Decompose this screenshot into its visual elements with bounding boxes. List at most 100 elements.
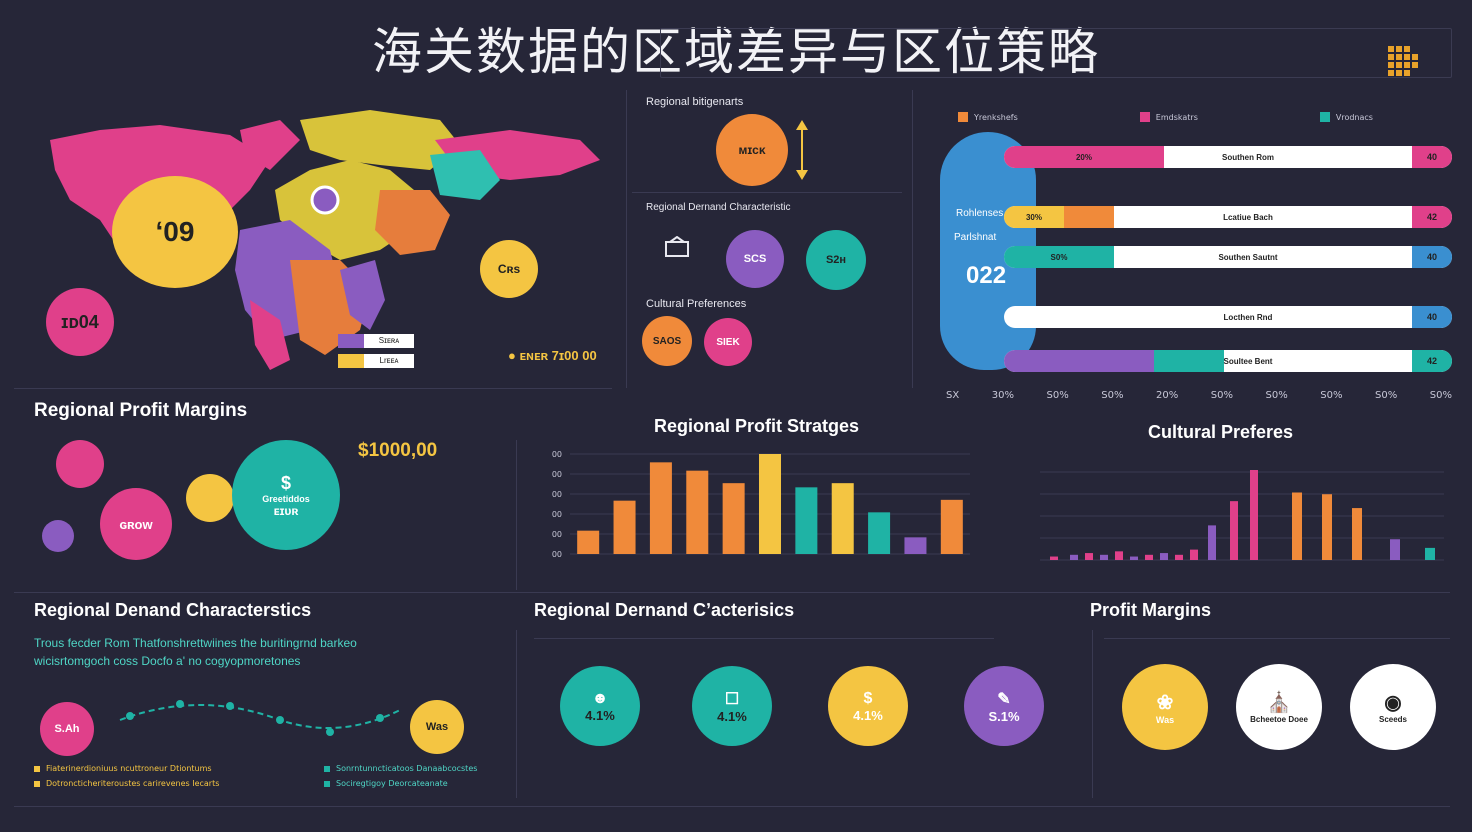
grid-logo-icon	[1388, 44, 1422, 83]
lock-icon: ☐	[724, 690, 740, 708]
bar-segment: S0%	[1004, 246, 1114, 268]
map-amount: ● ᴇɴᴇʀ 7ɪ00 00	[508, 348, 597, 363]
profit-right-title: Profit Margins	[1090, 600, 1212, 620]
axis-tick: S0%	[1265, 390, 1288, 401]
profit-right-circle-2: ⛪ Bcheetoe Doee	[1236, 664, 1322, 750]
bar-axis: SX 30% S0% S0% 20% S0% S0% S0% S0% S0%	[946, 390, 1452, 401]
chart-bar	[1160, 553, 1168, 560]
basket-icon	[664, 235, 690, 263]
regional-title-2: Regional Dernand Characteristic	[646, 202, 791, 213]
axis-tick: 30%	[991, 390, 1014, 401]
side-label-2: Parlshnat	[954, 232, 997, 243]
chart-bar	[686, 470, 709, 554]
map-legend: Sɪᴇʀᴀ Lrᴇᴇᴀ	[338, 334, 414, 368]
profit-teal-circle: $ Greetiddos ᴇɪᴜʀ	[232, 440, 340, 550]
axis-tick: S0%	[1429, 390, 1452, 401]
divider	[14, 806, 1450, 807]
chart-bar	[1352, 508, 1362, 560]
demand-mid-circle-1: ☻ 4.1%	[560, 666, 640, 746]
bar-row: 20% Southen Rom 40	[1004, 146, 1452, 168]
bullet-item: Fiaterinerdioniuus ncuttroneur Dtiontums	[46, 764, 212, 773]
bar-legend: Yrenkshefs Emdskatrs Vrodnacs	[958, 112, 1373, 122]
divider	[14, 388, 612, 389]
bar-end-value: 40	[1412, 306, 1452, 328]
user-icon: ☻	[591, 689, 609, 707]
chart-bar	[1190, 549, 1198, 560]
profit-purple-small	[42, 520, 74, 552]
circle-value: 4.1%	[585, 707, 615, 723]
bar-end-value: 42	[1412, 350, 1452, 372]
chart-bar	[1250, 470, 1258, 560]
pink-circle-value: S.Ah	[54, 723, 80, 735]
purple-circle: SCS	[726, 230, 784, 288]
legend-item: Vrodnacs	[1335, 112, 1373, 122]
axis-tick: SX	[946, 390, 960, 401]
orange-small-circle: SAOS	[642, 316, 692, 366]
chart-bar	[613, 500, 636, 554]
purple-circle-value: SCS	[743, 253, 767, 265]
chart-bar	[831, 483, 854, 554]
chart-bar	[904, 537, 927, 554]
profit-right-circle-3: ◉ Sceeds	[1350, 664, 1436, 750]
right-value-circle: Cʀs	[480, 240, 538, 298]
yellow-circle-value: Was	[425, 721, 449, 733]
bar-label: Southen Sautnt	[1218, 252, 1278, 262]
legend-item: Emdskatrs	[1155, 112, 1198, 122]
profit-amount: $1000,00	[358, 440, 438, 461]
chart-bar	[1175, 554, 1183, 560]
divider	[516, 440, 517, 590]
chart-bar	[1390, 539, 1400, 560]
axis-tick: 20%	[1156, 390, 1179, 401]
y-tick: 00	[552, 470, 562, 479]
divider	[14, 592, 1450, 593]
divider	[534, 638, 994, 639]
profit-yellow-small	[186, 474, 234, 522]
big-value: ʻ09	[155, 216, 195, 247]
y-tick: 00	[552, 510, 562, 519]
bag-icon: ◉	[1384, 692, 1402, 714]
demand-desc-1: Trous fecder Rom Thatfonshrettwiines the…	[34, 636, 357, 650]
teal-circle-value: S2ʜ	[825, 254, 847, 266]
chart-bar	[1050, 556, 1058, 560]
y-tick: 00	[552, 490, 562, 499]
axis-tick: S0%	[1320, 390, 1343, 401]
chart-bar	[649, 462, 672, 554]
y-tick: 00	[552, 550, 562, 559]
bar-label: Locthen Rnd	[1223, 312, 1273, 322]
bar-segment: 20%	[1004, 146, 1164, 168]
divider	[1104, 638, 1450, 639]
teal-circle: S2ʜ	[806, 230, 866, 290]
circle-value: 4.1%	[717, 708, 747, 724]
demand-bullets: Fiaterinerdioniuus ncuttroneur Dtiontums…	[34, 764, 494, 788]
bar-segment	[1004, 350, 1154, 372]
dollar-icon: $	[863, 689, 873, 707]
bar-end-value: 40	[1412, 246, 1452, 268]
profit-right-circle-1: ❀ Was	[1122, 664, 1208, 750]
bullet-item: Dotroncticheriteroustes carirevenes Ieca…	[46, 779, 220, 788]
bullet-item: Sonrntunncticatoos Danaabcocstes	[336, 764, 478, 773]
circle-label: Bcheetoe Doee	[1250, 715, 1308, 724]
bar-row: Soultee Bent 42	[1004, 350, 1452, 372]
chart-bar	[1115, 551, 1123, 560]
chart-bar	[1230, 501, 1238, 560]
demand-desc-2: wicisrtomgoch coss Docfo a' no cogyopmor…	[34, 654, 301, 668]
chart-bar	[1322, 494, 1332, 560]
demand-mid-circle-4: ✎ S.1%	[964, 666, 1044, 746]
axis-tick: S0%	[1210, 390, 1233, 401]
left-value-circle: ɪᴅ04	[46, 288, 114, 356]
chart-bar	[940, 499, 963, 554]
chart-bar	[577, 530, 600, 554]
chart-bar	[1292, 492, 1302, 560]
y-tick: 00	[552, 530, 562, 539]
up-down-arrow-icon	[794, 118, 810, 187]
pen-icon: ✎	[997, 690, 1011, 708]
axis-tick: S0%	[1101, 390, 1124, 401]
demand-mid-title: Regional Dernand Cʼacterisics	[534, 600, 795, 620]
right-circle-value: Cʀs	[497, 262, 521, 276]
bar-end-value: 42	[1412, 206, 1452, 228]
teal-circle-value: ᴇɪᴜʀ	[273, 503, 299, 518]
y-tick: 00	[552, 450, 562, 459]
axis-tick: S0%	[1375, 390, 1398, 401]
chart-bar	[795, 487, 818, 554]
chart-bar	[1130, 556, 1138, 560]
